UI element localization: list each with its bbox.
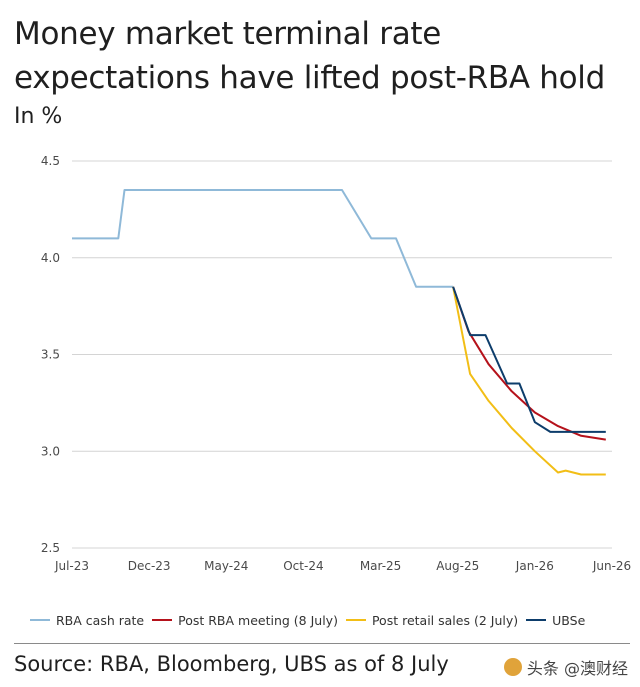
- line-chart: 2.5 3.0 3.5 4.0 4.5 Jul-23 Dec-23 May-24 Oct-24…: [41, 154, 631, 573]
- legend-item-post-retail-sales: Post retail sales (2 July): [345, 612, 519, 628]
- x-tick-label: Jul-23: [54, 559, 89, 573]
- chart-subtitle: In %: [14, 104, 63, 129]
- watermark-logo-icon: [503, 658, 522, 676]
- legend-item-rba-cash-rate: RBA cash rate: [30, 613, 144, 628]
- chart-title: Money market terminal rate expectations …: [14, 16, 605, 96]
- y-tick-label: 4.5: [41, 154, 60, 168]
- legend-swatch: [152, 619, 173, 621]
- watermark: 头条 @澳财经: [503, 655, 628, 679]
- y-tick-label: 3.5: [41, 348, 60, 362]
- legend-label: RBA cash rate: [56, 612, 145, 628]
- source-note: Source: RBA, Bloomberg, UBS as of 8 July: [14, 652, 449, 676]
- chart-legend: RBA cash rate Post RBA meeting (8 July) Po…: [30, 608, 630, 632]
- legend-item-post-rba-meeting: Post RBA meeting (8 July): [152, 613, 338, 628]
- x-tick-label: Dec-23: [128, 559, 171, 573]
- footer-divider: [14, 643, 630, 644]
- x-tick-label: Oct-24: [283, 559, 323, 573]
- series-lines: [72, 189, 606, 476]
- grid-lines: [72, 160, 612, 549]
- x-tick-label: Jun-26: [592, 559, 631, 573]
- y-tick-label: 3.0: [41, 444, 60, 458]
- x-tick-label: May-24: [204, 559, 248, 573]
- legend-swatch: [30, 619, 50, 621]
- y-tick-label: 4.0: [41, 251, 60, 265]
- legend-label: Post RBA meeting (8 July): [178, 612, 338, 628]
- x-axis-ticks: Jul-23 Dec-23 May-24 Oct-24 Mar-25 Aug-25 Jan-…: [54, 559, 631, 573]
- series-line-post-rba-meeting: [452, 286, 606, 441]
- legend-label: UBSe: [552, 612, 586, 628]
- series-line-ubse: [452, 286, 606, 433]
- y-tick-label: 2.5: [41, 541, 60, 555]
- x-tick-label: Mar-25: [360, 559, 401, 573]
- y-axis-ticks: 2.5 3.0 3.5 4.0 4.5: [41, 154, 60, 555]
- series-line-rba-cash-rate: [72, 189, 454, 288]
- x-tick-label: Aug-25: [436, 559, 479, 573]
- watermark-text: 头条 @澳财经: [526, 659, 628, 678]
- x-tick-label: Jan-26: [515, 559, 554, 573]
- legend-swatch: [345, 619, 366, 621]
- legend-swatch: [526, 619, 547, 621]
- series-line-post-retail-sales: [452, 286, 606, 476]
- legend-label: Post retail sales (2 July): [371, 612, 519, 628]
- legend-item-ubse: UBSe: [526, 613, 585, 628]
